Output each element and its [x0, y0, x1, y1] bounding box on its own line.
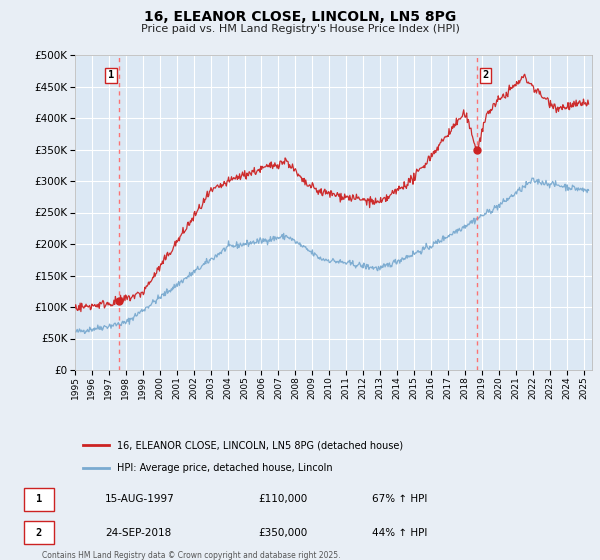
Text: £110,000: £110,000 — [258, 494, 307, 504]
Text: HPI: Average price, detached house, Lincoln: HPI: Average price, detached house, Linc… — [117, 463, 332, 473]
Text: 2: 2 — [36, 528, 42, 538]
Text: £350,000: £350,000 — [258, 528, 307, 538]
Text: 1: 1 — [36, 494, 42, 504]
Text: 16, ELEANOR CLOSE, LINCOLN, LN5 8PG: 16, ELEANOR CLOSE, LINCOLN, LN5 8PG — [144, 10, 456, 24]
Text: 67% ↑ HPI: 67% ↑ HPI — [372, 494, 427, 504]
FancyBboxPatch shape — [24, 521, 54, 544]
Text: Contains HM Land Registry data © Crown copyright and database right 2025.
This d: Contains HM Land Registry data © Crown c… — [42, 551, 341, 560]
Text: 1: 1 — [108, 71, 114, 81]
Text: 15-AUG-1997: 15-AUG-1997 — [105, 494, 175, 504]
Text: 24-SEP-2018: 24-SEP-2018 — [105, 528, 171, 538]
Text: Price paid vs. HM Land Registry's House Price Index (HPI): Price paid vs. HM Land Registry's House … — [140, 24, 460, 34]
Text: 2: 2 — [482, 71, 489, 81]
FancyBboxPatch shape — [24, 488, 54, 511]
Text: 44% ↑ HPI: 44% ↑ HPI — [372, 528, 427, 538]
Text: 16, ELEANOR CLOSE, LINCOLN, LN5 8PG (detached house): 16, ELEANOR CLOSE, LINCOLN, LN5 8PG (det… — [117, 440, 403, 450]
